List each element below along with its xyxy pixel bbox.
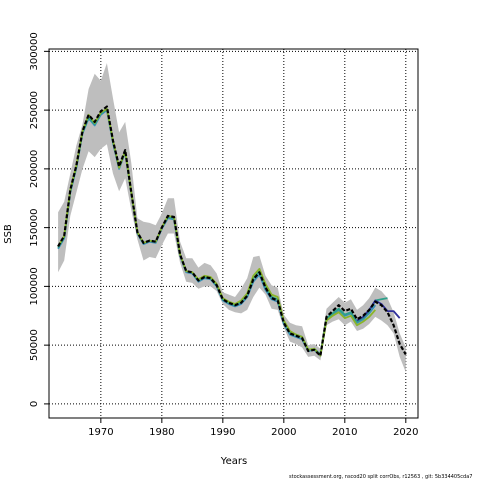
x-tick-label: 1990 — [210, 427, 235, 438]
x-axis-label: Years — [220, 456, 247, 467]
x-tick-label: 2020 — [393, 427, 418, 438]
y-axis-label: SSB — [3, 224, 14, 244]
series-lines — [57, 105, 407, 357]
y-tick-label: 0 — [29, 401, 40, 407]
y-tick-label: 150000 — [29, 209, 40, 247]
y-axis: 0 50000 100000 150000 200000 250000 300000 — [29, 32, 49, 407]
confidence-band-area — [58, 63, 406, 373]
plot-frame — [48, 48, 419, 419]
x-tick-label: 1970 — [88, 427, 113, 438]
x-tick-label: 1980 — [149, 427, 174, 438]
confidence-band — [58, 63, 406, 373]
series-line-1 — [57, 105, 407, 357]
y-tick-label: 100000 — [29, 267, 40, 305]
footnote: stockassessment.org, nscod20 split corrO… — [289, 474, 473, 480]
y-tick-label: 250000 — [29, 91, 40, 129]
x-tick-label: 2010 — [332, 427, 357, 438]
y-tick-label: 200000 — [29, 150, 40, 188]
y-tick-label: 300000 — [29, 32, 40, 70]
x-axis: 1970 1980 1990 2000 2010 2020 — [88, 418, 419, 438]
y-tick-label: 50000 — [29, 329, 40, 361]
series-line-5 — [57, 108, 376, 357]
x-tick-label: 2000 — [271, 427, 296, 438]
